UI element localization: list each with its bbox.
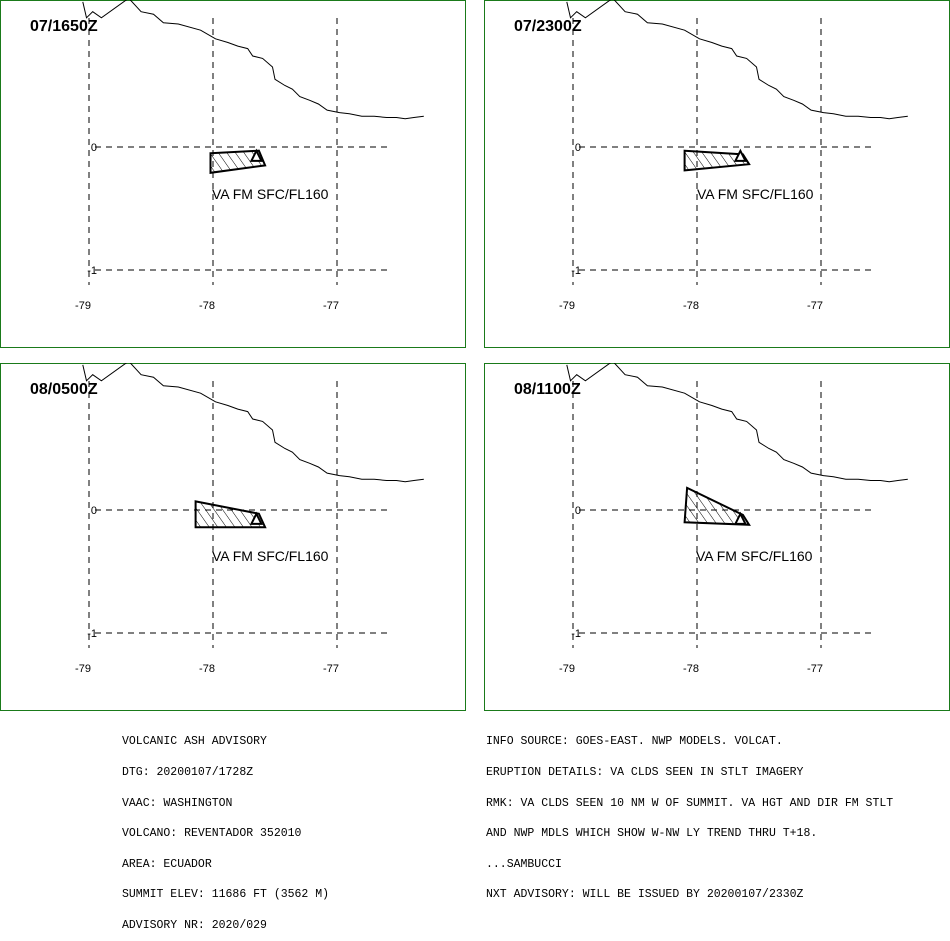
map-panel: 0 -1 -79 -78 -77 08/1100Z VA FM SFC/FL160 bbox=[484, 363, 950, 711]
map-canvas: 0 -1 -79 -78 -77 bbox=[484, 363, 950, 711]
longitude-label: -78 bbox=[683, 300, 699, 312]
latitude-label: -1 bbox=[87, 628, 97, 640]
map-panel: 0 -1 -79 -78 -77 07/2300Z VA FM SFC/FL160 bbox=[484, 0, 950, 348]
advisory-line: AREA: ECUADOR bbox=[122, 857, 212, 871]
ash-cloud-label: VA FM SFC/FL160 bbox=[212, 186, 329, 202]
advisory-line: AND NWP MDLS WHICH SHOW W-NW LY TREND TH… bbox=[486, 827, 818, 841]
longitude-label: -79 bbox=[75, 300, 91, 312]
advisory-line: NXT ADVISORY: WILL BE ISSUED BY 20200107… bbox=[486, 888, 804, 902]
panel-border bbox=[484, 0, 950, 348]
advisory-line: VOLCANO: REVENTADOR 352010 bbox=[122, 827, 302, 841]
map-canvas: 0 -1 -79 -78 -77 bbox=[0, 0, 466, 348]
ash-cloud-polygon bbox=[209, 149, 267, 174]
longitude-label: -79 bbox=[559, 300, 575, 312]
country-border-line bbox=[82, 363, 424, 483]
valid-time-label: 08/0500Z bbox=[30, 381, 98, 398]
latitude-label: -1 bbox=[571, 265, 581, 277]
longitude-label: -79 bbox=[75, 663, 91, 675]
volcano-icon bbox=[733, 511, 748, 525]
ash-cloud-polygon bbox=[194, 500, 267, 529]
longitude-label: -78 bbox=[683, 663, 699, 675]
longitude-label: -77 bbox=[323, 663, 339, 675]
volcano-icon bbox=[733, 148, 748, 162]
panel-border bbox=[0, 0, 466, 348]
map-panel: 0 -1 -79 -78 -77 07/1650Z VA FM SFC/FL160 bbox=[0, 0, 466, 348]
country-border-line bbox=[82, 0, 424, 120]
advisory-line: SUMMIT ELEV: 11686 FT (3562 M) bbox=[122, 888, 330, 902]
map-canvas: 0 -1 -79 -78 -77 bbox=[484, 0, 950, 348]
latitude-label: 0 bbox=[575, 505, 581, 517]
latitude-label: 0 bbox=[575, 142, 581, 154]
advisory-line: INFO SOURCE: GOES-EAST. NWP MODELS. VOLC… bbox=[486, 735, 783, 749]
advisory-line: VOLCANIC ASH ADVISORY bbox=[122, 735, 267, 749]
advisory-remarks-block: INFO SOURCE: GOES-EAST. NWP MODELS. VOLC… bbox=[486, 717, 893, 911]
valid-time-label: 07/2300Z bbox=[514, 18, 582, 35]
valid-time-label: 08/1100Z bbox=[514, 381, 581, 398]
longitude-label: -79 bbox=[559, 663, 575, 675]
volcano-icon bbox=[249, 148, 264, 162]
panel-border bbox=[0, 363, 466, 711]
longitude-label: -77 bbox=[807, 663, 823, 675]
panel-border bbox=[484, 363, 950, 711]
map-panel: 0 -1 -79 -78 -77 08/0500Z VA FM SFC/FL160 bbox=[0, 363, 466, 711]
ash-cloud-polygon bbox=[683, 149, 751, 172]
ash-cloud-label: VA FM SFC/FL160 bbox=[212, 548, 329, 564]
ash-cloud-label: VA FM SFC/FL160 bbox=[697, 186, 814, 202]
valid-time-label: 07/1650Z bbox=[30, 18, 98, 35]
ash-cloud-polygon bbox=[683, 486, 751, 526]
volcano-icon bbox=[249, 511, 264, 525]
longitude-label: -77 bbox=[807, 300, 823, 312]
advisory-line: VAAC: WASHINGTON bbox=[122, 796, 233, 810]
advisory-header-block: VOLCANIC ASH ADVISORY DTG: 20200107/1728… bbox=[122, 717, 329, 941]
longitude-label: -77 bbox=[323, 300, 339, 312]
advisory-line: DTG: 20200107/1728Z bbox=[122, 766, 254, 780]
latitude-label: 0 bbox=[91, 505, 97, 517]
latitude-label: -1 bbox=[571, 628, 581, 640]
country-border-line bbox=[566, 363, 908, 483]
map-canvas: 0 -1 -79 -78 -77 bbox=[0, 363, 466, 711]
advisory-line: ERUPTION DETAILS: VA CLDS SEEN IN STLT I… bbox=[486, 766, 804, 780]
country-border-line bbox=[566, 0, 908, 120]
latitude-label: 0 bbox=[91, 142, 97, 154]
advisory-line: ADVISORY NR: 2020/029 bbox=[122, 919, 267, 933]
latitude-label: -1 bbox=[87, 265, 97, 277]
longitude-label: -78 bbox=[199, 663, 215, 675]
advisory-line: ...SAMBUCCI bbox=[486, 857, 562, 871]
longitude-label: -78 bbox=[199, 300, 215, 312]
advisory-line: RMK: VA CLDS SEEN 10 NM W OF SUMMIT. VA … bbox=[486, 796, 894, 810]
ash-cloud-label: VA FM SFC/FL160 bbox=[696, 548, 813, 564]
